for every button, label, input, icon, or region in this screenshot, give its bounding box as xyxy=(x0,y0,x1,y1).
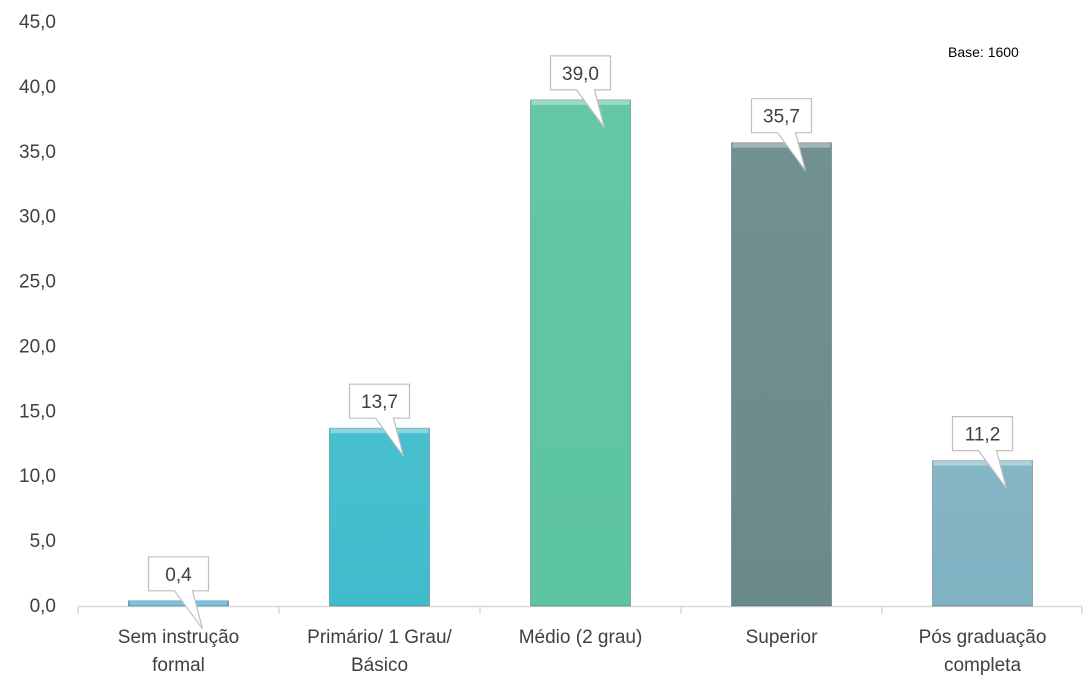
x-category-label: formal xyxy=(152,655,205,676)
base-note: Base: 1600 xyxy=(948,44,1019,60)
data-label: 11,2 xyxy=(965,425,1001,446)
x-category-label: Superior xyxy=(746,627,818,648)
data-label-callout xyxy=(750,98,813,172)
data-label-callout xyxy=(951,416,1014,490)
bar xyxy=(530,99,631,607)
data-label: 39,0 xyxy=(562,64,599,85)
data-label: 35,7 xyxy=(763,107,800,128)
x-axis: Sem instrução formal Primário/ 1 Grau/Bási… xyxy=(77,605,1083,676)
x-category-label: Médio (2 grau) xyxy=(519,627,643,648)
bar-highlight xyxy=(732,142,831,148)
bar-highlight xyxy=(933,460,1032,466)
bar-highlight xyxy=(330,428,429,434)
x-category-label: Primário/ 1 Grau/ xyxy=(307,627,452,648)
y-tick-label: 10,0 xyxy=(19,466,56,487)
y-tick-label: 45,0 xyxy=(19,12,56,33)
y-tick-label: 35,0 xyxy=(19,142,56,163)
bars-group xyxy=(128,99,1033,607)
x-category-label: completa xyxy=(944,655,1022,676)
y-tick-label: 40,0 xyxy=(19,77,56,98)
y-tick-label: 15,0 xyxy=(19,401,56,422)
bar xyxy=(731,142,832,607)
y-axis: 0,0 5,0 10,0 15,0 20,0 25,0 30,0 35,0 40,0 45,0 xyxy=(19,12,56,617)
bar xyxy=(128,600,229,607)
data-label-callout xyxy=(147,556,210,630)
x-category-label: Pós graduação xyxy=(919,627,1047,648)
bar-highlight xyxy=(129,600,228,606)
x-category-label: Básico xyxy=(351,655,408,676)
data-label-callout xyxy=(549,55,612,129)
data-label: 13,7 xyxy=(361,392,398,413)
data-label: 0,4 xyxy=(165,565,192,586)
data-labels-group: 0,4 13,7 39,0 35,7 11,2 xyxy=(147,55,1014,630)
bar xyxy=(329,427,430,607)
bar-highlight xyxy=(531,99,630,105)
x-category-label: Sem instrução xyxy=(118,627,239,648)
y-tick-label: 25,0 xyxy=(19,272,56,293)
y-tick-label: 20,0 xyxy=(19,336,56,357)
data-label-callout xyxy=(348,383,411,457)
bar xyxy=(932,460,1033,607)
y-tick-label: 0,0 xyxy=(30,596,56,617)
y-tick-label: 5,0 xyxy=(30,531,56,552)
y-tick-label: 30,0 xyxy=(19,207,56,228)
